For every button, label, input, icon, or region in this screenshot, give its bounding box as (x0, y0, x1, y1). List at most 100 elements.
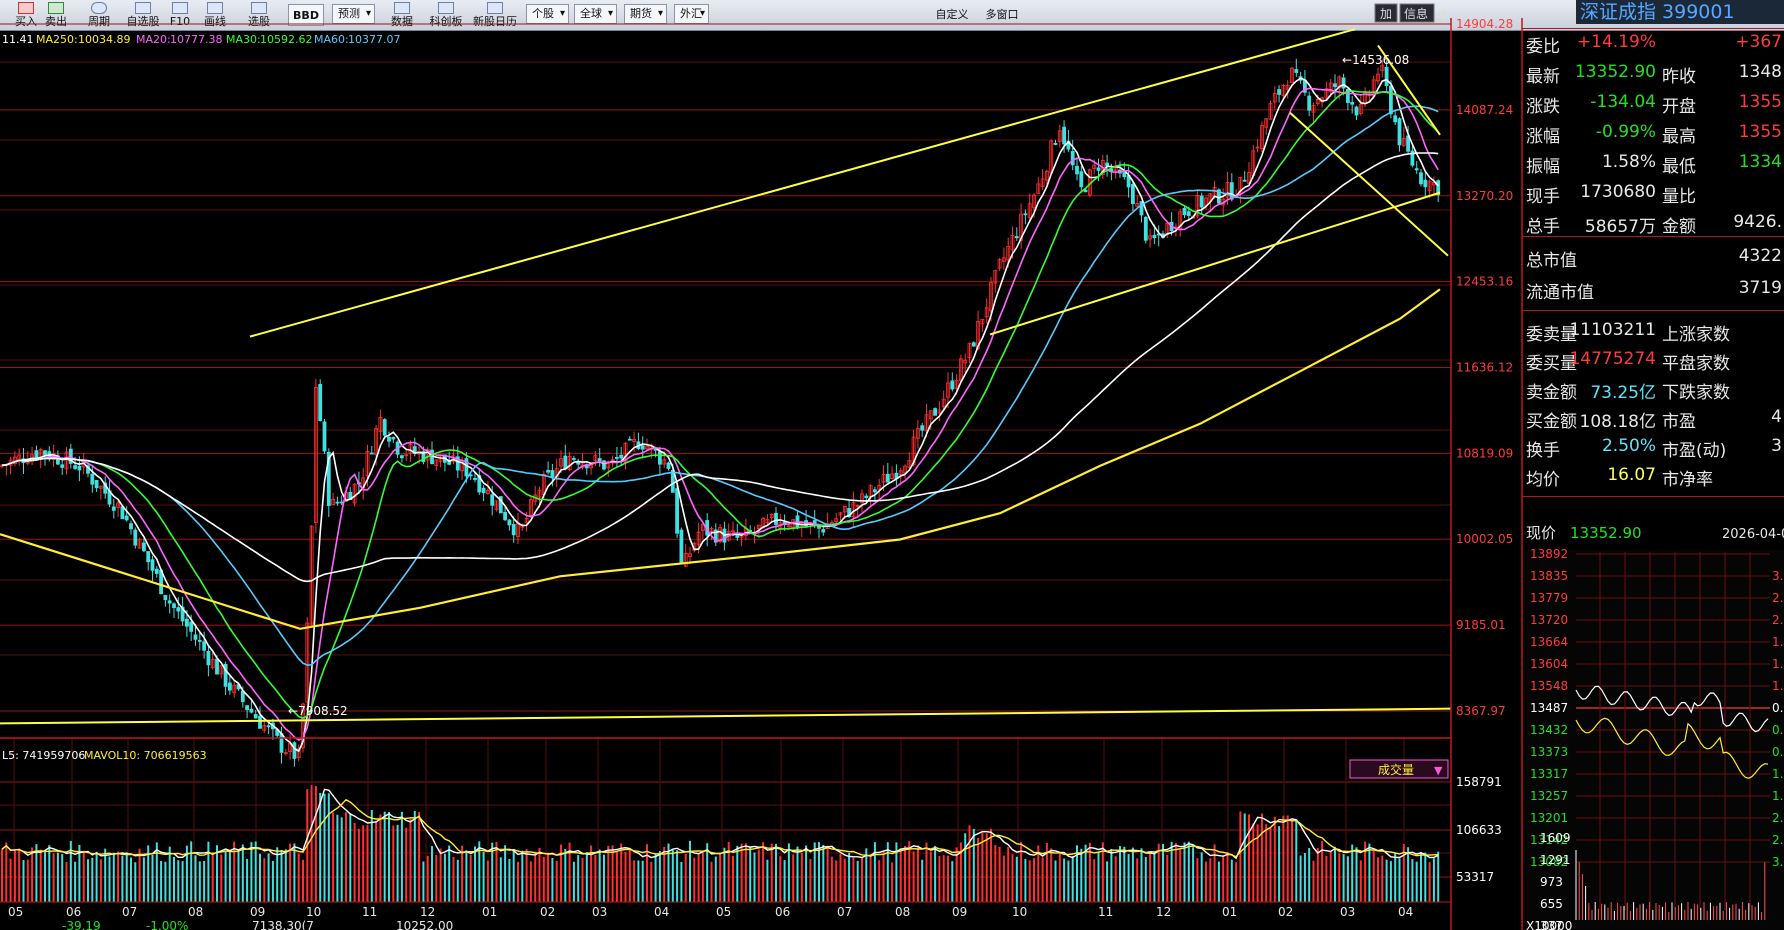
stock-picker-button[interactable]: 选股 (244, 2, 274, 28)
candle-body (1075, 165, 1079, 175)
trend-line[interactable] (989, 191, 1441, 336)
price-tick-label: 12453.16 (1456, 275, 1513, 289)
candle-body (1358, 103, 1363, 114)
candle-body (262, 725, 267, 731)
intraday-price-tick: 13835 (1530, 569, 1568, 583)
footer-readout: 7138.30(7 (252, 919, 314, 930)
price-tick-label: 14904.28 (1456, 17, 1513, 31)
volume-bar (284, 849, 287, 902)
multi-window-button[interactable]: 多窗口 (985, 8, 1019, 21)
volume-bar (1002, 855, 1005, 902)
volume-bar (1389, 861, 1392, 902)
volume-bar (452, 856, 455, 902)
candle-body (765, 519, 770, 523)
candle-body (787, 525, 791, 528)
volume-bar (1321, 841, 1324, 902)
order-label: 均价 (1526, 470, 1560, 490)
buy-button[interactable]: 买入 (12, 2, 40, 28)
intraday-price-tick: 13257 (1530, 789, 1568, 803)
volume-bar (1149, 853, 1152, 902)
trend-line[interactable] (249, 28, 1356, 338)
candle-body (1092, 164, 1097, 169)
intraday-average-line (1575, 717, 1769, 779)
quote-row: 委比 +14.19% +367 (1522, 32, 1784, 62)
volume-bar (1402, 843, 1405, 902)
time-axis-labels: 05 06 07 08 09 10 11 12 01 02 03 04 05 06 07 08 09 10 11 12… (8, 905, 1413, 919)
ipo-calendar-button[interactable]: 新股日历 (470, 2, 520, 28)
candle-body (1023, 213, 1028, 216)
quote-label-2: 金额 (1662, 217, 1696, 237)
volume-bar (228, 849, 231, 902)
volume-indicator-dropdown[interactable]: 成交量 ▼ (1349, 759, 1449, 779)
volume-bar (413, 811, 416, 902)
volume-bar (1127, 854, 1130, 902)
volume-bar (357, 828, 360, 902)
add-panel-button[interactable] (1374, 3, 1398, 23)
volume-bar (168, 846, 171, 902)
candle-body (1096, 167, 1101, 171)
volume-bar (1428, 862, 1431, 902)
futures-dropdown[interactable]: 期货 (624, 4, 667, 24)
quote-row: 振幅 1.58% 最低 1334 (1522, 152, 1784, 182)
custom-button[interactable]: 自定义 (935, 8, 969, 21)
data-button[interactable]: 数据 (388, 2, 416, 28)
ma60-label: MA60: (314, 33, 349, 46)
volume-bar (861, 857, 863, 902)
intraday-pct-tick: 1. (1772, 635, 1783, 649)
candle-body (984, 307, 989, 318)
volume-bar (1015, 856, 1018, 902)
intraday-price-tick: 13082 (1530, 855, 1568, 869)
star-market-button[interactable]: 科创板 (426, 2, 466, 28)
candle-body (494, 500, 499, 510)
panel-buttons: 加 信息 ◀ (1374, 3, 1446, 23)
ma30-label: MA30: (226, 33, 261, 46)
buy-label: 买入 (15, 15, 37, 28)
volume-bar (1278, 826, 1281, 902)
candle-body (124, 515, 129, 521)
info-panel-button[interactable] (1399, 3, 1435, 23)
trend-line[interactable] (1289, 111, 1449, 257)
volume-bar (44, 851, 46, 902)
month-tick-label: 03 (592, 905, 607, 919)
volume-bar (469, 854, 472, 902)
candle-body (249, 708, 254, 713)
stock-dropdown[interactable]: 个股 (526, 4, 569, 24)
volume-bar (934, 845, 937, 902)
trend-line[interactable] (0, 707, 1452, 725)
volume-bar (121, 855, 124, 902)
volume-bar (891, 862, 894, 902)
arrow-left-icon[interactable]: ◀ (1436, 7, 1446, 21)
volume-bar (749, 846, 752, 902)
volume-bar (319, 792, 322, 902)
candle-body (911, 436, 916, 465)
watchlist-button[interactable]: 自选股 (122, 2, 164, 28)
candle-body (1277, 89, 1281, 95)
candle-body (313, 387, 318, 524)
candle-body (709, 528, 714, 532)
volume-bar (263, 858, 266, 902)
forecast-dropdown[interactable]: 预测 (332, 4, 375, 24)
trend-line[interactable] (1377, 44, 1441, 136)
bbd-button[interactable]: BBD (288, 4, 324, 26)
filter-icon (251, 2, 267, 14)
volume-bar (951, 861, 954, 902)
candle-body (567, 455, 572, 470)
period-button[interactable]: 周期 (82, 2, 116, 28)
volume-bar (1273, 816, 1276, 902)
volume-bar (52, 853, 55, 902)
candle-body (425, 449, 430, 461)
draw-line-button[interactable]: 画线 (200, 2, 230, 28)
candle-body (369, 452, 374, 455)
candle-body (666, 462, 671, 469)
trend-lines[interactable] (0, 28, 1452, 725)
month-tick-label: 02 (1278, 905, 1293, 919)
quote-value-2: 1355 (1738, 122, 1782, 142)
volume-bar (727, 841, 730, 902)
volume-bar (22, 860, 25, 902)
sell-button[interactable]: 卖出 (42, 2, 70, 28)
intraday-minute-chart[interactable]: 现价 13352.90 2026-04-0 13892 13835 13779 13720 1… (1524, 524, 1784, 930)
volume-bar (1179, 849, 1182, 902)
f10-button[interactable]: F10 (166, 2, 194, 28)
order-label-2: 市盈 (1662, 412, 1696, 432)
